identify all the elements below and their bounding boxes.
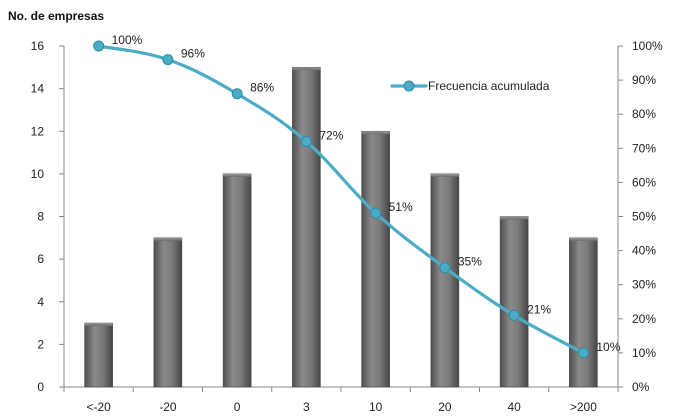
x-tick-label-0: 0	[234, 400, 241, 414]
x-tick-label-20: <-20	[86, 400, 111, 414]
cumulative-label-10: 51%	[389, 200, 413, 214]
cumulative-label-200: 10%	[596, 340, 620, 354]
bar-20	[84, 322, 113, 388]
bar-cap-0	[223, 173, 252, 177]
y2-tick-label-20: 20%	[632, 312, 656, 326]
cumulative-label-20: 96%	[181, 47, 205, 61]
cumulative-point-10	[370, 207, 382, 219]
cumulative-label-20: 100%	[112, 33, 143, 47]
bar-cap-10	[361, 131, 390, 135]
x-tick-label-10: 10	[369, 400, 383, 414]
bar-cap-40	[500, 216, 529, 220]
axes: 0 2 4 6 8 10 12 14 16 0% 10% 20% 30% 40% 50% 60% 70% 80% 9…	[31, 39, 663, 414]
y2-tick-label-30: 30%	[632, 278, 656, 292]
bars	[84, 67, 598, 388]
y2-tick-label-0: 0%	[632, 380, 650, 394]
cumulative-point-200	[577, 347, 589, 359]
y-tick-label-16: 16	[31, 39, 45, 53]
y-tick-label-10: 10	[31, 167, 45, 181]
y-tick-label-4: 4	[37, 295, 44, 309]
x-tick-label-40: 40	[507, 400, 521, 414]
y-tick-label-2: 2	[37, 337, 44, 351]
bar-10	[361, 130, 390, 388]
y-tick-label-8: 8	[37, 210, 44, 224]
bar-200	[569, 237, 598, 388]
cumulative-point-3	[300, 135, 312, 147]
y2-tick-label-60: 60%	[632, 175, 656, 189]
cumulative-line-path	[97, 44, 585, 355]
bar-0	[222, 173, 252, 388]
y-tick-label-14: 14	[31, 82, 45, 96]
x-tick-label-3: 3	[303, 400, 310, 414]
legend: Frecuencia acumulada	[390, 79, 550, 93]
x-tick-label-20: 20	[438, 400, 452, 414]
bar-20	[153, 237, 183, 388]
bar-40	[499, 216, 529, 388]
cumulative-line: 100% 96% 86% 72% 51% 35% 21% 10%	[93, 33, 621, 359]
cumulative-label-40: 21%	[527, 302, 551, 316]
bar-20	[430, 173, 460, 388]
cumulative-label-0: 86%	[250, 81, 274, 95]
legend-marker	[403, 80, 415, 92]
y-tick-label-12: 12	[31, 124, 45, 138]
bar-cap-20	[430, 173, 459, 177]
bar-cap-200	[569, 237, 598, 241]
bar-cap-20	[84, 323, 113, 327]
y2-tick-label-40: 40%	[632, 244, 656, 258]
bar-cap-20	[153, 237, 182, 241]
bar-cap-3	[292, 67, 321, 71]
cumulative-point-0	[231, 88, 243, 100]
x-tick-label-20: -20	[159, 400, 177, 414]
y-axis-title: No. de empresas	[8, 9, 104, 23]
y2-tick-label-70: 70%	[632, 141, 656, 155]
y2-tick-label-10: 10%	[632, 346, 656, 360]
legend-label: Frecuencia acumulada	[428, 79, 550, 93]
y2-tick-label-100: 100%	[632, 39, 663, 53]
y2-tick-label-90: 90%	[632, 73, 656, 87]
cumulative-label-3: 72%	[319, 128, 343, 142]
cumulative-point-40	[508, 309, 520, 321]
y-tick-label-0: 0	[37, 380, 44, 394]
cumulative-point-20	[439, 262, 451, 274]
x-tick-label-200: >200	[570, 400, 597, 414]
y2-tick-label-80: 80%	[632, 107, 656, 121]
y-tick-label-6: 6	[37, 252, 44, 266]
cumulative-point-20	[93, 40, 105, 52]
cumulative-point-20	[162, 54, 174, 66]
bar-3	[292, 67, 321, 388]
y2-tick-label-50: 50%	[632, 210, 656, 224]
cumulative-label-20: 35%	[458, 255, 482, 269]
